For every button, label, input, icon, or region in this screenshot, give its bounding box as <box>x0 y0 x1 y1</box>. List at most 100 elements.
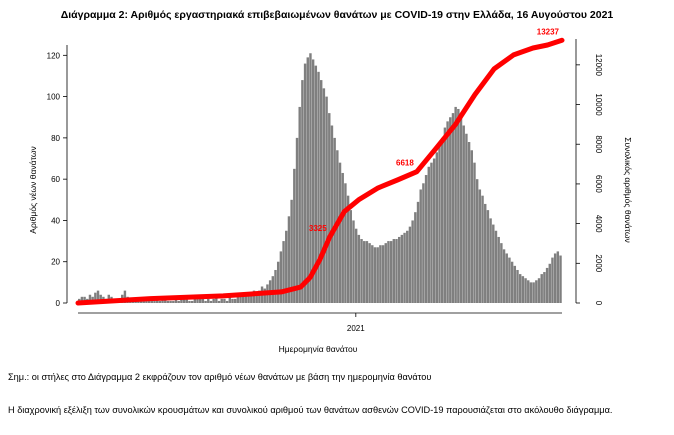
daily-deaths-bar <box>435 152 439 303</box>
daily-deaths-bar <box>158 300 162 303</box>
daily-deaths-bars <box>78 53 562 304</box>
daily-deaths-bar <box>432 158 436 303</box>
daily-deaths-bar <box>414 212 417 303</box>
daily-deaths-bar <box>330 125 334 303</box>
daily-deaths-bar <box>346 195 350 303</box>
daily-deaths-bar <box>408 226 412 303</box>
daily-deaths-bar <box>535 280 538 303</box>
daily-deaths-bar <box>285 230 288 303</box>
daily-deaths-bar <box>406 230 409 303</box>
x-axis: 2021 <box>78 312 562 333</box>
daily-deaths-bar <box>338 162 342 303</box>
daily-deaths-bar <box>99 294 102 303</box>
right-axis-label: Συνολικός αριθμός θανάτων <box>623 137 633 243</box>
daily-deaths-bar <box>551 257 554 303</box>
daily-deaths-bar <box>457 108 460 303</box>
daily-deaths-bar <box>258 290 261 303</box>
daily-deaths-bar <box>247 294 250 303</box>
daily-deaths-bar <box>419 189 422 303</box>
daily-deaths-bar <box>518 274 522 303</box>
description-paragraph: Η διαχρονική εξέλιξη των συνολικών κρουσ… <box>8 405 613 415</box>
daily-deaths-bar <box>387 241 390 303</box>
daily-deaths-bar <box>263 288 266 303</box>
daily-deaths-bar <box>80 296 84 303</box>
daily-deaths-bar <box>137 300 140 303</box>
daily-deaths-bar <box>381 245 385 303</box>
daily-deaths-bar <box>441 137 444 303</box>
daily-deaths-bar <box>459 117 463 304</box>
left-y-axis: 0 20 40 60 80 100 120 <box>47 45 68 308</box>
daily-deaths-bar <box>274 269 277 303</box>
daily-deaths-bar <box>352 220 355 303</box>
daily-deaths-bar <box>199 298 202 303</box>
right-tick-label: 6000 <box>594 175 603 193</box>
daily-deaths-bar <box>430 162 433 303</box>
daily-deaths-bar <box>484 203 487 303</box>
daily-deaths-bar <box>389 241 393 303</box>
daily-deaths-bar <box>287 216 291 303</box>
daily-deaths-bar <box>96 290 100 303</box>
cumulative-deaths-line <box>75 37 565 306</box>
daily-deaths-bar <box>478 189 482 303</box>
right-tick-label: 2000 <box>594 254 603 272</box>
daily-deaths-bar <box>500 243 503 303</box>
daily-deaths-bar <box>276 261 280 303</box>
daily-deaths-bar <box>384 243 387 303</box>
daily-deaths-bar <box>228 294 231 303</box>
left-tick-label: 80 <box>51 134 60 143</box>
daily-deaths-bar <box>282 241 285 303</box>
daily-deaths-bar <box>360 239 363 303</box>
left-axis-label: Αριθμός νέων θανάτων <box>28 146 38 233</box>
daily-deaths-bar <box>217 300 221 303</box>
daily-deaths-bar <box>427 166 430 303</box>
daily-deaths-bar <box>180 298 183 303</box>
right-tick-label: 10000 <box>594 93 603 116</box>
daily-deaths-bar <box>298 106 301 303</box>
daily-deaths-bar <box>368 243 371 303</box>
daily-deaths-bar <box>322 88 326 303</box>
daily-deaths-bar <box>537 278 541 303</box>
daily-deaths-bar <box>231 298 234 303</box>
daily-deaths-bar <box>543 272 546 303</box>
daily-deaths-bar <box>242 296 245 303</box>
daily-deaths-bar <box>169 300 172 303</box>
daily-deaths-bar <box>497 236 500 303</box>
daily-deaths-bar <box>201 298 205 303</box>
daily-deaths-bar <box>325 96 328 303</box>
daily-deaths-bar <box>271 276 275 303</box>
daily-deaths-bar <box>481 195 484 303</box>
cumulative-label: 3325 <box>309 224 327 233</box>
right-tick-label: 8000 <box>594 135 603 153</box>
daily-deaths-bar <box>314 65 318 303</box>
daily-deaths-bar <box>548 263 551 303</box>
left-tick-label: 40 <box>51 216 60 225</box>
daily-deaths-bar <box>492 224 495 303</box>
daily-deaths-bar <box>309 53 312 304</box>
daily-deaths-bar <box>303 63 307 303</box>
daily-deaths-bar <box>139 300 143 303</box>
daily-deaths-bar <box>94 292 97 303</box>
daily-deaths-bar <box>341 172 344 303</box>
cumulative-labels: 3325 6618 13237 <box>309 27 560 233</box>
daily-deaths-bar <box>395 239 398 303</box>
daily-deaths-bar <box>293 168 296 303</box>
daily-deaths-bar <box>373 247 377 303</box>
left-tick-label: 120 <box>47 51 61 60</box>
cumulative-label: 13237 <box>537 27 560 36</box>
daily-deaths-bar <box>279 251 283 303</box>
left-tick-label: 0 <box>56 299 61 308</box>
daily-deaths-bar <box>508 257 511 303</box>
daily-deaths-bar <box>489 218 492 303</box>
daily-deaths-bar <box>177 300 180 303</box>
daily-deaths-bar <box>521 276 525 303</box>
daily-deaths-bar <box>123 290 127 303</box>
daily-deaths-bar <box>239 294 242 303</box>
daily-deaths-bar <box>344 183 347 303</box>
daily-deaths-bar <box>510 261 514 303</box>
daily-deaths-bar <box>424 175 428 303</box>
daily-deaths-bar <box>185 296 188 303</box>
daily-deaths-bar <box>475 179 479 303</box>
daily-deaths-bar <box>411 220 414 303</box>
daily-deaths-bar <box>320 80 323 303</box>
daily-deaths-bar <box>527 280 530 303</box>
